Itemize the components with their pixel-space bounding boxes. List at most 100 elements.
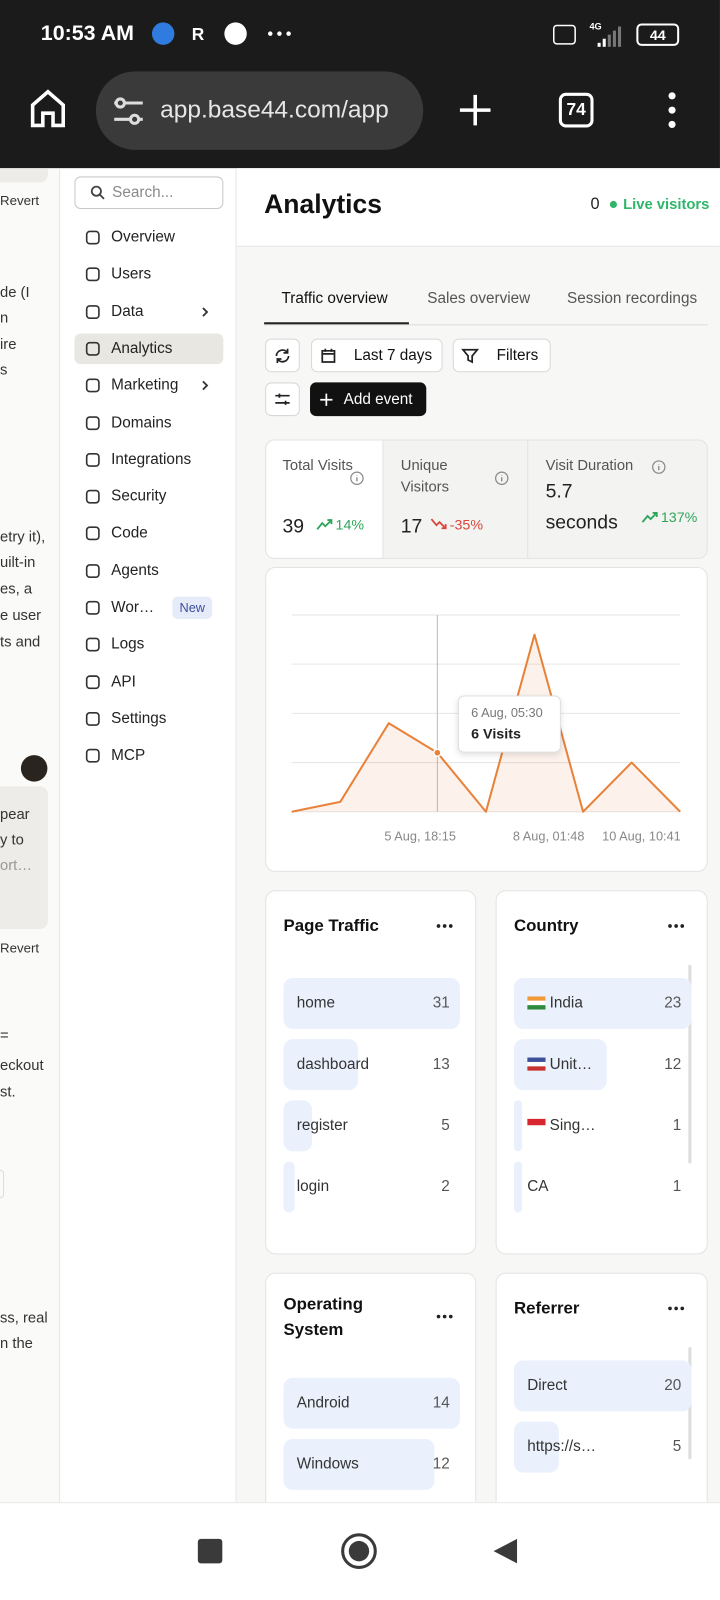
stat-value: 39 [282,516,305,538]
nav-label: Agents [111,561,159,579]
nav-item[interactable]: Users [74,259,223,290]
row-label[interactable]: India [549,994,583,1012]
nav-icon [85,489,100,504]
nav-icon [85,563,100,578]
row-label[interactable]: Direct [527,1376,568,1395]
menu-dot [680,1306,685,1311]
clock: 10:53 AM [40,21,135,45]
row-label[interactable]: login [296,1177,330,1196]
stat-value: 17 [400,516,423,538]
tab[interactable]: Traffic overview [281,289,388,307]
row-label[interactable]: dashboard [296,1055,370,1073]
area [291,634,681,812]
button-icon [275,393,290,405]
nav-item[interactable]: Analytics [74,333,224,364]
trend-arrow [316,519,333,530]
row-label[interactable]: register [296,1116,348,1135]
chat-text: s [0,362,8,379]
row-label[interactable]: Android [296,1394,350,1412]
row-value: 1 [672,1177,682,1196]
search-icon [90,185,105,200]
nav-item[interactable]: Security [74,481,223,512]
stat-value: 5.7 seconds [545,481,618,534]
avatar [20,755,48,782]
more-dot [268,31,273,36]
status-icons: R [151,22,291,45]
chat-bubble [0,786,48,930]
signal-bar [612,30,616,47]
nav-icon [85,341,100,356]
refresh-button[interactable] [265,338,300,373]
bar [283,1438,435,1490]
info-icon [350,471,364,486]
panel-card: Page Traffic home 31 dashboard 13 register 5 lo… [265,890,477,1255]
nav-item[interactable]: Data [74,296,223,327]
nav-icon [85,267,100,282]
date-button[interactable] [311,338,443,373]
info-icon [652,460,666,474]
menu-dot [668,924,672,928]
nav-item[interactable]: Logs [74,630,223,661]
nav-icon [85,600,100,615]
date-range: Last 7 days [353,346,433,365]
signal-bar [597,42,601,47]
panel-card: Country India 23 Unit… 12 Sing… 1 CA 1 [495,890,708,1255]
row-label[interactable]: Windows [296,1455,359,1473]
nav-item[interactable]: Code [74,518,223,549]
nav-item[interactable]: Overview [74,222,223,253]
x-tick-label: 10 Aug, 10:41 [602,828,681,843]
button-icon [320,393,333,406]
url: app.base44.com/app [160,95,389,124]
row-label[interactable]: home [296,994,336,1012]
filters-button[interactable] [452,338,551,373]
app-icon [151,22,175,45]
search-box[interactable] [74,176,224,210]
nav-label: Analytics [111,339,173,357]
chat-text: st. [0,1084,16,1101]
home-button [341,1533,377,1569]
row-value: 31 [432,994,450,1012]
nav-item[interactable]: Marketing [74,370,223,401]
row-label[interactable]: Unit… [549,1055,593,1073]
row-label[interactable]: Sing… [549,1116,596,1135]
more-dot [277,31,282,36]
nav-item[interactable]: MCP [74,741,223,772]
nav-icon [85,674,100,689]
nav-item[interactable]: Agents [74,555,223,586]
nav-label: Data [111,302,144,320]
nav-item[interactable]: API [74,667,223,698]
nav-item[interactable]: Integrations [74,444,223,475]
url-bar[interactable] [95,71,424,150]
tab[interactable]: Session recordings [567,289,698,307]
tooltip-value: 6 Visits [471,725,521,742]
row-value: 13 [432,1055,450,1073]
tab-count[interactable]: 74 [558,92,594,128]
nav-item[interactable]: Wor… New [74,593,223,624]
row-label[interactable]: CA [527,1177,549,1196]
volte [552,24,576,45]
filters-label: Filters [496,346,539,365]
flag-stripe [527,1057,546,1062]
settings-button[interactable] [265,382,300,417]
row-label[interactable]: https://s… [527,1437,597,1456]
stat-label: Unique Visitors [400,457,449,496]
button-icon [275,393,290,405]
live-label: Live visitors [623,196,710,214]
chart: 5 Aug, 18:15 8 Aug, 01:48 10 Aug, 10:41 [291,614,681,843]
page-title: Analytics [264,188,383,220]
flag-stripe [527,1066,546,1071]
row-value: 1 [672,1116,682,1135]
live-dot [609,200,617,209]
nav-item[interactable]: Settings [74,704,223,735]
nav-icon [85,526,100,541]
trend-arrow [430,518,447,530]
info-icon [350,471,364,486]
trend-arrow [641,512,658,523]
nav-item[interactable]: Domains [74,407,223,438]
chat-text: etry it), [0,529,46,546]
menu-dot [668,120,676,128]
tab[interactable]: Sales overview [427,289,531,307]
nav-icon [85,674,100,689]
button-icon [321,348,336,363]
row-value: 23 [664,994,682,1012]
